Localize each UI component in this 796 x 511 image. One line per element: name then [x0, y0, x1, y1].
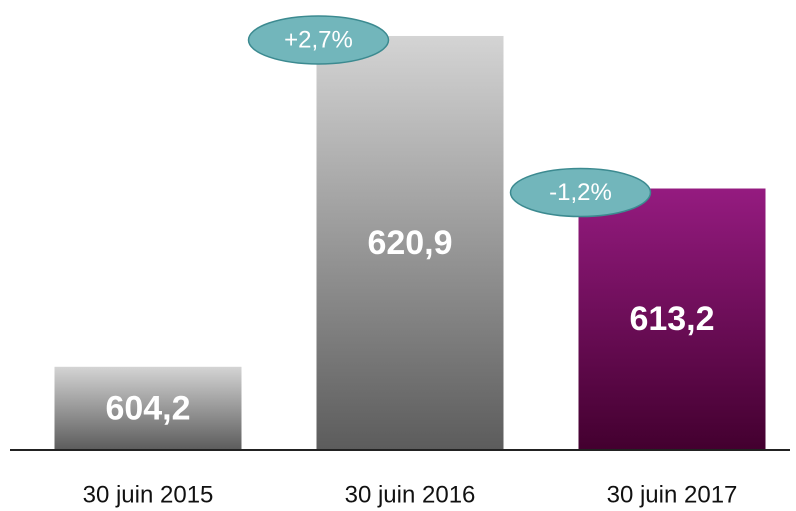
annotation-bubble	[509, 167, 652, 218]
annotation: +2,7%	[284, 26, 353, 53]
bar	[578, 188, 766, 450]
value-label: 613,2	[629, 300, 714, 338]
bar	[54, 366, 242, 450]
value-label: 604,2	[105, 389, 190, 427]
annotation: -1,2%	[549, 179, 612, 206]
x-tick-label: 30 juin 2015	[83, 481, 214, 508]
bar	[316, 35, 504, 450]
x-tick-label: 30 juin 2017	[607, 481, 738, 508]
x-tick-label: 30 juin 2016	[345, 481, 476, 508]
value-label: 620,9	[367, 224, 452, 262]
annotation-bubble	[247, 15, 390, 65]
